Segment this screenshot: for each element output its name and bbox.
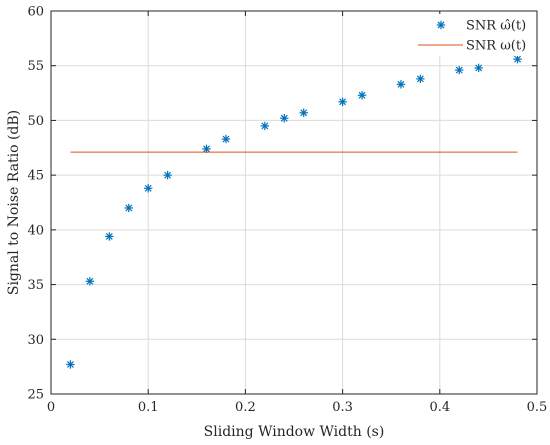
marker-stroke [358,91,366,99]
data-point [338,97,347,107]
y-tick-label: 30 [27,333,44,348]
marker-stroke [280,114,288,122]
y-tick-label: 40 [27,223,44,238]
data-point [416,74,425,84]
data-point [85,277,95,286]
marker-stroke [66,361,74,368]
data-point [105,232,114,241]
x-axis-ticks: 0 0.1 0.2 0.3 0.4 0.5 [47,11,547,415]
grid [51,11,537,394]
data-point [66,360,75,369]
marker-stroke [203,145,210,153]
data-point [357,91,367,100]
data-point [221,134,231,144]
x-axis-label: Sliding Window Width (s) [204,424,385,440]
axes [50,10,538,395]
marker-stroke [261,122,269,130]
x-tick-label: 0.3 [332,400,353,415]
y-tick-label: 35 [27,278,44,293]
data-point [202,144,211,154]
x-tick-label: 0.4 [429,400,450,415]
axes-frame [50,10,538,395]
x-tick-label: 0.1 [138,400,159,415]
data-point [163,170,172,180]
x-tick-label: 0 [47,400,55,415]
data-point [474,63,483,73]
legend-box [414,14,534,56]
marker-stroke [144,184,152,192]
marker-stroke [86,277,94,285]
y-tick-label: 45 [27,169,44,184]
legend-label-estimated-snr: SNR ω̂(t) [466,19,526,34]
y-tick-label: 50 [27,114,44,129]
legend-label-true-snr: SNR ω(t) [466,39,526,54]
marker-stroke [416,75,424,83]
plot-area [66,54,522,369]
legend: SNR ω̂(t) SNR ω(t) [414,14,534,56]
y-tick-label: 55 [27,59,44,74]
marker-stroke [455,66,463,74]
data-point [144,184,153,193]
marker-stroke [105,232,113,240]
y-tick-label: 25 [27,388,44,403]
data-point [396,80,406,89]
marker-stroke [222,135,230,143]
marker-stroke [397,80,405,88]
data-point [299,108,308,117]
data-point [455,65,464,75]
marker-stroke [339,98,347,106]
marker-stroke [514,55,522,63]
y-tick-label: 60 [27,5,44,20]
data-point [124,203,133,213]
marker-stroke [475,64,483,72]
data-point [280,114,289,123]
y-axis-label: Signal to Noise Ratio (dB) [6,110,22,295]
legend-asterisk [436,20,446,30]
x-tick-label: 0.2 [235,400,256,415]
marker-stroke [300,109,308,117]
marker-stroke [125,204,133,212]
x-tick-label: 0.5 [527,400,548,415]
marker-stroke [164,171,172,179]
data-point [513,54,522,64]
y-axis-ticks: 25 30 35 40 45 50 55 60 [27,5,537,403]
data-point [260,121,270,131]
marker-stroke [437,21,445,29]
legend-marker-asterisk [436,20,446,30]
